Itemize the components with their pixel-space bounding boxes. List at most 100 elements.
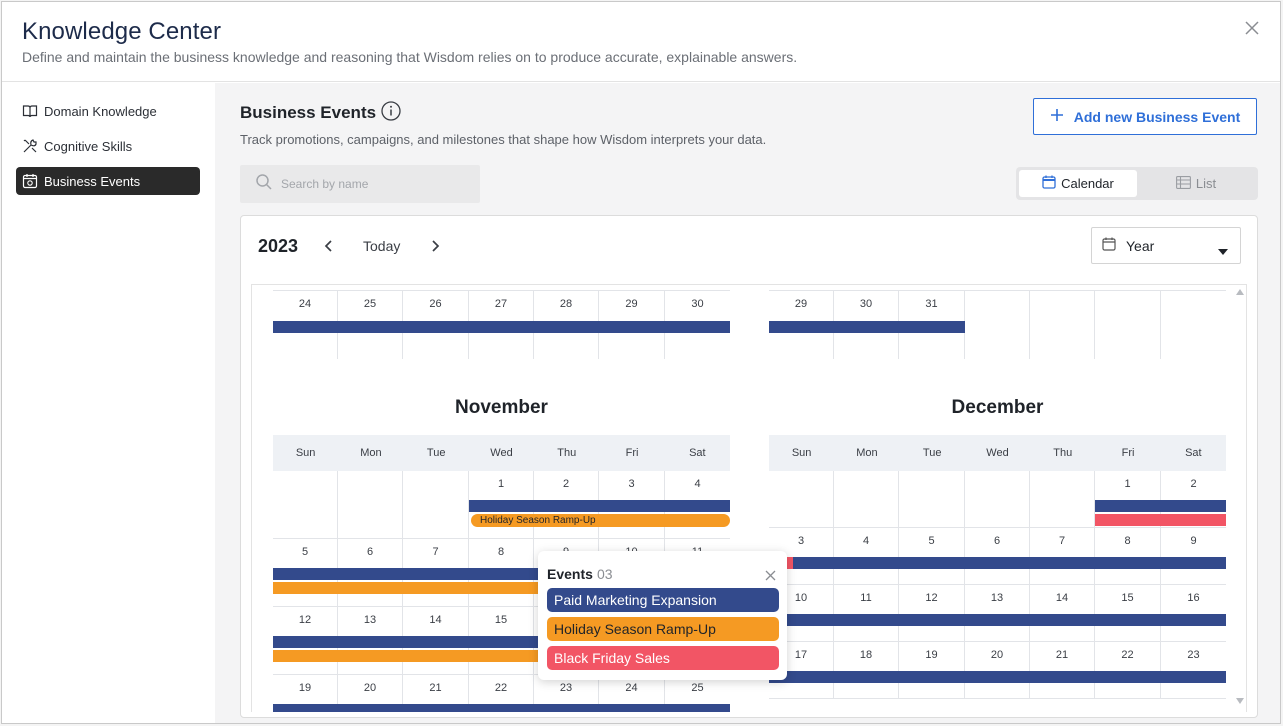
chevron-left-icon[interactable] bbox=[321, 236, 337, 256]
day-cell[interactable]: 19 bbox=[899, 642, 965, 699]
day-cell[interactable]: 6 bbox=[965, 528, 1030, 585]
day-cell[interactable] bbox=[1161, 291, 1226, 359]
day-cell[interactable] bbox=[1030, 471, 1095, 528]
day-cell[interactable] bbox=[1030, 291, 1095, 359]
event-bar-paid-marketing[interactable] bbox=[273, 704, 730, 712]
popup-event-paid-marketing[interactable]: Paid Marketing Expansion bbox=[547, 588, 779, 612]
day-cell[interactable] bbox=[834, 471, 899, 528]
sidebar-item-label: Business Events bbox=[44, 173, 141, 189]
day-cell[interactable]: 4 bbox=[665, 471, 730, 539]
today-button[interactable]: Today bbox=[363, 238, 401, 254]
day-cell[interactable]: 14 bbox=[1030, 585, 1095, 642]
day-number: 17 bbox=[794, 649, 808, 661]
sidebar-item-cognitive-skills[interactable]: Cognitive Skills bbox=[16, 132, 200, 160]
tools-icon bbox=[22, 138, 38, 154]
caret-down-icon bbox=[1218, 242, 1228, 258]
day-cell[interactable] bbox=[338, 471, 403, 539]
info-icon[interactable] bbox=[380, 100, 402, 122]
day-cell[interactable]: 22 bbox=[469, 675, 534, 712]
event-bar-black-friday[interactable] bbox=[1095, 514, 1226, 526]
day-cell[interactable]: 7 bbox=[1030, 528, 1095, 585]
day-cell[interactable]: 3 bbox=[769, 528, 834, 585]
event-bar-holiday-season[interactable]: Holiday Season Ramp-Up bbox=[471, 514, 730, 527]
day-cell[interactable]: 2 bbox=[1161, 471, 1226, 528]
day-cell[interactable]: 20 bbox=[965, 642, 1030, 699]
event-bar-paid-marketing[interactable] bbox=[769, 671, 1226, 683]
close-icon[interactable] bbox=[765, 568, 776, 581]
add-business-event-button[interactable]: Add new Business Event bbox=[1033, 98, 1257, 135]
weekday-label: Wed bbox=[986, 447, 1009, 459]
day-cell[interactable] bbox=[273, 471, 338, 539]
day-cell[interactable]: 22 bbox=[1095, 642, 1161, 699]
day-cell[interactable] bbox=[403, 471, 469, 539]
day-number: 31 bbox=[925, 298, 938, 310]
day-number: 20 bbox=[363, 682, 377, 694]
day-cell[interactable]: 11 bbox=[834, 585, 899, 642]
event-bar-paid-marketing[interactable] bbox=[273, 321, 730, 333]
popup-event-black-friday[interactable]: Black Friday Sales bbox=[547, 646, 779, 670]
day-cell[interactable]: 16 bbox=[1161, 585, 1226, 642]
day-cell[interactable]: 8 bbox=[1095, 528, 1161, 585]
day-cell[interactable]: 30 bbox=[665, 291, 730, 359]
day-cell[interactable]: 24 bbox=[599, 675, 665, 712]
day-number: 18 bbox=[859, 649, 873, 661]
day-cell[interactable]: 13 bbox=[965, 585, 1030, 642]
calendar-scrollbar[interactable] bbox=[1234, 285, 1246, 712]
day-number: 4 bbox=[694, 478, 701, 490]
day-cell[interactable]: 17 bbox=[769, 642, 834, 699]
december-week-1: 1 2 bbox=[769, 471, 1226, 528]
day-number: 25 bbox=[691, 682, 704, 694]
weekday-label: Sun bbox=[295, 447, 316, 459]
event-bar-paid-marketing[interactable] bbox=[769, 614, 1226, 626]
day-cell[interactable]: 18 bbox=[834, 642, 899, 699]
day-cell[interactable]: 19 bbox=[273, 675, 338, 712]
day-cell[interactable]: 4 bbox=[834, 528, 899, 585]
event-bar-paid-marketing[interactable] bbox=[793, 557, 1226, 569]
day-number: 13 bbox=[363, 614, 377, 626]
day-cell[interactable] bbox=[899, 471, 965, 528]
event-bar-paid-marketing[interactable] bbox=[469, 500, 730, 512]
day-cell[interactable]: 20 bbox=[338, 675, 403, 712]
day-cell[interactable]: 1 bbox=[1095, 471, 1161, 528]
day-number: 13 bbox=[990, 592, 1004, 604]
november-week-1: 1 2 3 4 Holiday Season Ramp-Up bbox=[273, 471, 730, 539]
day-number: 12 bbox=[298, 614, 312, 626]
day-cell[interactable] bbox=[965, 471, 1030, 528]
day-cell[interactable]: 25 bbox=[665, 675, 730, 712]
day-number: 10 bbox=[794, 592, 808, 604]
day-cell[interactable]: 23 bbox=[1161, 642, 1226, 699]
day-cell[interactable] bbox=[1095, 291, 1161, 359]
popup-event-holiday-season[interactable]: Holiday Season Ramp-Up bbox=[547, 617, 779, 641]
day-cell[interactable] bbox=[965, 291, 1030, 359]
day-cell[interactable]: 12 bbox=[899, 585, 965, 642]
event-bar-paid-marketing[interactable] bbox=[769, 321, 965, 333]
weekday-header: Sun Mon Tue Wed Thu Fri Sat bbox=[273, 435, 730, 471]
day-cell[interactable]: 21 bbox=[403, 675, 469, 712]
search-input[interactable] bbox=[281, 177, 471, 191]
day-cell[interactable]: 21 bbox=[1030, 642, 1095, 699]
day-cell[interactable]: 5 bbox=[899, 528, 965, 585]
sidebar-item-business-events[interactable]: Business Events bbox=[16, 167, 200, 195]
day-number: 7 bbox=[432, 546, 439, 558]
range-select[interactable]: Year bbox=[1091, 227, 1241, 264]
month-name-november: November bbox=[455, 397, 548, 418]
december-week-3: 10 11 12 13 14 15 16 bbox=[769, 585, 1226, 642]
day-cell[interactable]: 23 bbox=[534, 675, 599, 712]
divider bbox=[273, 290, 730, 291]
day-number: 21 bbox=[1055, 649, 1069, 661]
weekday-label: Wed bbox=[490, 447, 513, 459]
close-icon[interactable] bbox=[1240, 16, 1264, 40]
day-cell[interactable] bbox=[769, 471, 834, 528]
day-cell[interactable]: 10 bbox=[769, 585, 834, 642]
sidebar-item-domain-knowledge[interactable]: Domain Knowledge bbox=[16, 97, 200, 125]
tab-calendar[interactable]: Calendar bbox=[1019, 170, 1137, 197]
day-cell[interactable]: 9 bbox=[1161, 528, 1226, 585]
day-cell[interactable]: 15 bbox=[1095, 585, 1161, 642]
day-number: 8 bbox=[1124, 535, 1131, 547]
events-popup: Events 03 Paid Marketing Expansion Holid… bbox=[538, 551, 787, 680]
event-bar-paid-marketing[interactable] bbox=[1095, 500, 1226, 512]
weekday-label: Mon bbox=[360, 447, 382, 459]
chevron-right-icon[interactable] bbox=[427, 236, 443, 256]
tab-list[interactable]: List bbox=[1137, 170, 1255, 197]
